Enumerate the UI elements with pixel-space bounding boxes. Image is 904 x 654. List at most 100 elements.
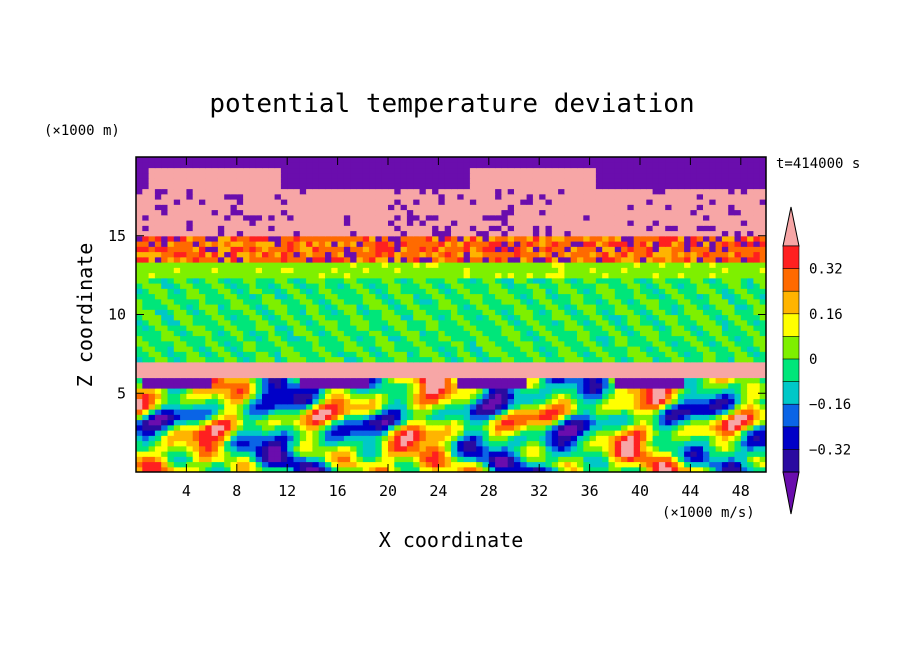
- field-cell: [469, 461, 477, 468]
- field-cell: [274, 377, 282, 384]
- field-cell: [211, 283, 219, 289]
- field-cell: [243, 293, 250, 300]
- field-cell: [589, 283, 597, 289]
- field-cell: [180, 309, 187, 316]
- field-cell: [249, 424, 257, 431]
- field-cell: [451, 382, 458, 389]
- field-cell: [646, 230, 654, 237]
- field-cell: [640, 288, 647, 295]
- field-cell: [173, 424, 181, 431]
- field-cell: [325, 335, 332, 342]
- field-cell: [469, 430, 477, 436]
- field-cell: [690, 382, 698, 389]
- field-cell: [652, 272, 660, 279]
- field-cell: [759, 419, 766, 426]
- field-cell: [148, 230, 156, 237]
- field-cell: [419, 235, 427, 242]
- field-cell: [394, 367, 402, 373]
- field-cell: [753, 246, 761, 253]
- field-cell: [186, 456, 194, 463]
- field-cell: [425, 435, 433, 442]
- field-cell: [280, 262, 288, 268]
- field-cell: [652, 466, 660, 472]
- field-cell: [532, 251, 540, 258]
- field-cell: [211, 377, 219, 384]
- field-cell: [287, 430, 295, 436]
- field-cell: [343, 214, 351, 221]
- field-cell: [356, 403, 364, 410]
- field-cell: [532, 382, 540, 389]
- field-cell: [394, 309, 402, 316]
- field-cell: [526, 461, 534, 468]
- field-cell: [154, 466, 162, 472]
- field-cell: [173, 367, 181, 373]
- field-cell: [154, 424, 162, 431]
- field-cell: [173, 225, 181, 232]
- field-cell: [740, 346, 748, 352]
- field-cell: [180, 393, 187, 400]
- field-cell: [136, 235, 143, 242]
- field-cell: [369, 419, 376, 426]
- field-cell: [299, 445, 307, 452]
- field-cell: [224, 293, 232, 300]
- field-cell: [274, 382, 282, 389]
- field-cell: [406, 220, 414, 226]
- field-cell: [268, 335, 276, 342]
- field-cell: [583, 419, 591, 426]
- field-cell: [255, 314, 263, 321]
- field-cell: [715, 214, 723, 221]
- field-cell: [564, 451, 572, 457]
- field-cell: [646, 356, 654, 363]
- field-cell: [154, 309, 162, 316]
- field-cell: [740, 393, 748, 400]
- field-cell: [255, 430, 263, 436]
- field-cell: [495, 361, 502, 368]
- field-cell: [665, 335, 673, 342]
- field-cell: [602, 346, 610, 352]
- field-cell: [684, 409, 691, 415]
- field-cell: [388, 393, 395, 400]
- field-cell: [614, 372, 622, 379]
- field-cell: [658, 361, 666, 368]
- field-cell: [356, 256, 364, 263]
- field-cell: [362, 377, 370, 384]
- field-cell: [570, 214, 578, 221]
- field-cell: [217, 230, 225, 237]
- field-cell: [451, 388, 458, 394]
- field-cell: [677, 372, 685, 379]
- field-cell: [514, 440, 521, 447]
- field-cell: [243, 403, 250, 410]
- field-cell: [759, 241, 766, 247]
- field-cell: [224, 461, 232, 468]
- field-cell: [759, 440, 766, 447]
- field-cell: [627, 298, 635, 305]
- field-cell: [564, 435, 572, 442]
- field-cell: [343, 461, 351, 468]
- field-cell: [136, 309, 143, 316]
- field-cell: [564, 335, 572, 342]
- field-cell: [262, 241, 269, 247]
- field-cell: [180, 246, 187, 253]
- field-cell: [602, 419, 610, 426]
- field-cell: [161, 340, 169, 347]
- field-cell: [564, 319, 572, 326]
- field-cell: [532, 241, 540, 247]
- field-cell: [495, 367, 502, 373]
- field-cell: [640, 351, 647, 358]
- field-cell: [476, 256, 484, 263]
- field-cell: [167, 267, 175, 274]
- field-cell: [640, 367, 647, 373]
- field-cell: [621, 277, 628, 284]
- field-cell: [602, 235, 610, 242]
- field-cell: [224, 325, 232, 331]
- field-cell: [602, 225, 610, 232]
- field-cell: [665, 382, 673, 389]
- field-cell: [595, 293, 603, 300]
- field-cell: [293, 424, 301, 431]
- field-cell: [740, 398, 748, 405]
- field-cell: [180, 325, 187, 331]
- field-cell: [476, 246, 484, 253]
- field-cell: [532, 220, 540, 226]
- field-cell: [268, 272, 276, 279]
- field-cell: [274, 456, 282, 463]
